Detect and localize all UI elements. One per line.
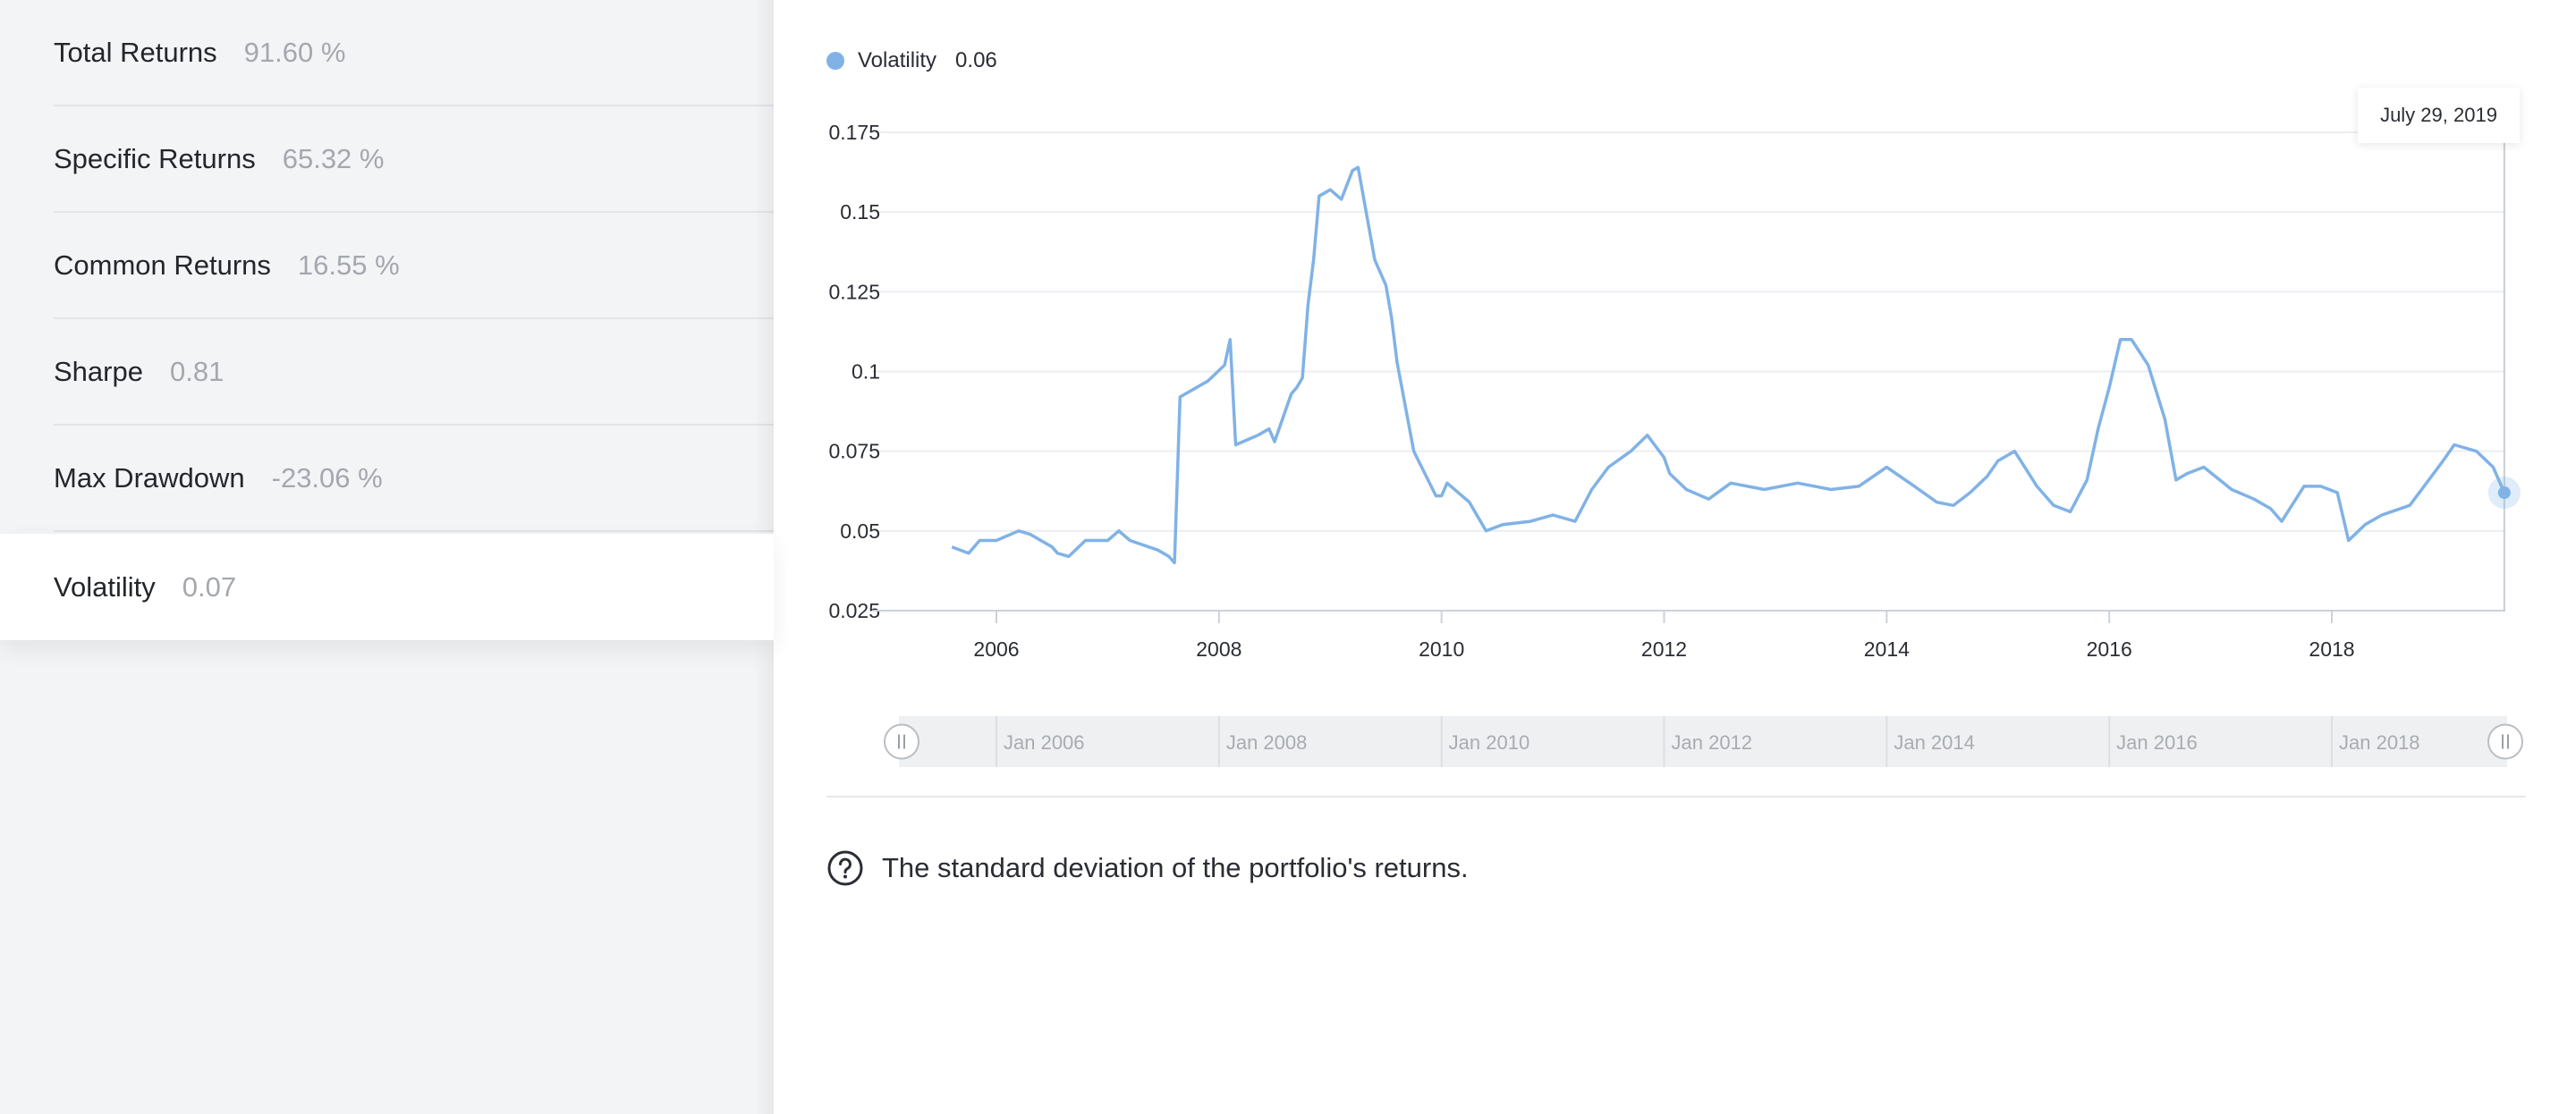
navigator-handle-right[interactable] (2487, 723, 2523, 760)
volatility-line-chart[interactable]: 0.025 0.05 0.075 0.1 0.125 0.15 0.175 2006 2008 2… (774, 0, 2576, 787)
metric-value: 0.07 (182, 570, 237, 603)
navigator-label: Jan 2008 (1226, 731, 1308, 754)
metric-label: Specific Returns (54, 142, 256, 174)
metric-value: 16.55 % (297, 249, 400, 281)
legend-marker-icon (826, 52, 844, 70)
range-navigator[interactable] (899, 716, 2507, 767)
metric-max-drawdown[interactable]: Max Drawdown -23.06 % (54, 426, 774, 532)
navigator-label: Jan 2012 (1672, 731, 1753, 754)
metric-value: -23.06 % (271, 461, 383, 494)
x-tick-label: 2012 (1641, 637, 1687, 661)
y-tick-label: 0.05 (840, 519, 880, 543)
metric-value: 65.32 % (282, 142, 385, 174)
navigator-label: Jan 2016 (2116, 731, 2198, 754)
metric-label: Total Returns (54, 36, 217, 68)
divider (826, 796, 2526, 798)
metric-description: The standard deviation of the portfolio'… (826, 849, 1469, 887)
y-tick-label: 0.075 (828, 440, 880, 463)
metric-specific-returns[interactable]: Specific Returns 65.32 % (54, 106, 774, 213)
y-tick-label: 0.175 (828, 121, 880, 144)
metric-total-returns[interactable]: Total Returns 91.60 % (54, 0, 774, 106)
y-tick-label: 0.1 (852, 360, 880, 384)
metric-common-returns[interactable]: Common Returns 16.55 % (54, 213, 774, 319)
hover-point[interactable] (2497, 486, 2511, 500)
x-tick-label: 2014 (1864, 637, 1910, 661)
x-tick-label: 2016 (2087, 637, 2132, 661)
legend-series-value: 0.06 (955, 48, 997, 72)
metric-label: Sharpe (54, 355, 143, 387)
x-tick-label: 2018 (2309, 637, 2354, 661)
metrics-sidebar: Total Returns 91.60 % Specific Returns 6… (0, 0, 774, 1114)
chart-legend[interactable]: Volatility 0.06 (826, 48, 997, 73)
x-tick-label: 2010 (1419, 637, 1464, 661)
y-tick-label: 0.15 (840, 200, 880, 224)
metric-label: Max Drawdown (54, 461, 245, 494)
metric-value: 91.60 % (243, 36, 346, 68)
series-line-volatility[interactable] (951, 165, 2506, 565)
description-text: The standard deviation of the portfolio'… (882, 852, 1469, 883)
x-tick-label: 2006 (973, 637, 1019, 661)
navigator-label: Jan 2010 (1449, 731, 1530, 754)
metric-sharpe[interactable]: Sharpe 0.81 (54, 319, 774, 426)
tooltip-date: July 29, 2019 (2380, 104, 2497, 126)
metric-volatility[interactable]: Volatility 0.07 (0, 534, 774, 640)
y-tick-label: 0.025 (828, 599, 880, 622)
navigator-label: Jan 2018 (2339, 731, 2420, 754)
metric-value: 0.81 (169, 355, 225, 387)
x-tick-label: 2008 (1196, 637, 1241, 661)
navigator-label: Jan 2006 (1004, 731, 1085, 754)
navigator-label: Jan 2014 (1894, 731, 1975, 754)
help-question-icon (827, 850, 863, 886)
metric-label: Volatility (54, 570, 156, 603)
metric-label: Common Returns (54, 249, 271, 281)
chart-tooltip: July 29, 2019 (2358, 88, 2520, 143)
chart-panel: Volatility 0.06 July 29, 2019 0.025 0.05 0… (774, 0, 2576, 1114)
legend-series-name: Volatility (858, 48, 937, 72)
y-tick-label: 0.125 (828, 280, 880, 303)
navigator-handle-left[interactable] (884, 723, 919, 760)
